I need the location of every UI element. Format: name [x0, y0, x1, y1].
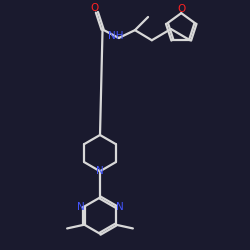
Text: N: N [116, 202, 123, 211]
Text: O: O [178, 4, 186, 14]
Text: N: N [77, 202, 84, 211]
Text: N: N [96, 166, 104, 176]
Text: NH: NH [108, 32, 123, 42]
Text: O: O [90, 3, 98, 13]
